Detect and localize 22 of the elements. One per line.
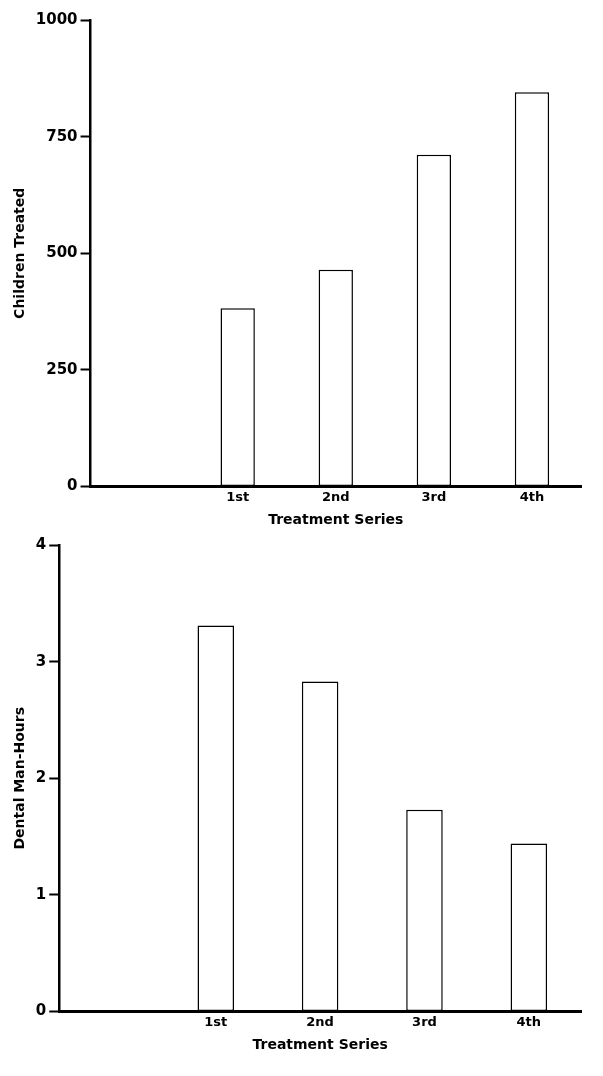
x-tick-label: 2nd — [306, 1013, 334, 1029]
y-tick-label: 2 — [35, 768, 47, 787]
x-tick-label: 3rd — [412, 1013, 437, 1029]
x-axis-title: Treatment Series — [268, 511, 404, 528]
y-tick-label: 1000 — [35, 9, 78, 28]
y-tick-label: 1 — [35, 884, 47, 903]
x-tick-label: 2nd — [321, 488, 350, 504]
y-tick-label: 3 — [35, 651, 47, 670]
y-tick-label: 0 — [35, 1001, 47, 1020]
y-tick-label: 500 — [46, 243, 78, 262]
x-tick-label: 1st — [226, 488, 250, 504]
x-tick-label: 4th — [519, 488, 545, 504]
x-tick-label: 4th — [516, 1013, 542, 1029]
y-tick-label: 0 — [67, 476, 78, 495]
y-axis-title: Dental Man-Hours — [11, 707, 28, 850]
y-tick-label: 750 — [46, 126, 78, 145]
x-axis-title: Treatment Series — [252, 1036, 388, 1053]
x-tick-label: 1st — [204, 1013, 228, 1029]
y-axis-title: Children Treated — [11, 187, 28, 319]
y-tick-label: 4 — [35, 534, 47, 553]
y-tick-label: 250 — [46, 359, 78, 378]
x-tick-label: 3rd — [421, 488, 447, 504]
